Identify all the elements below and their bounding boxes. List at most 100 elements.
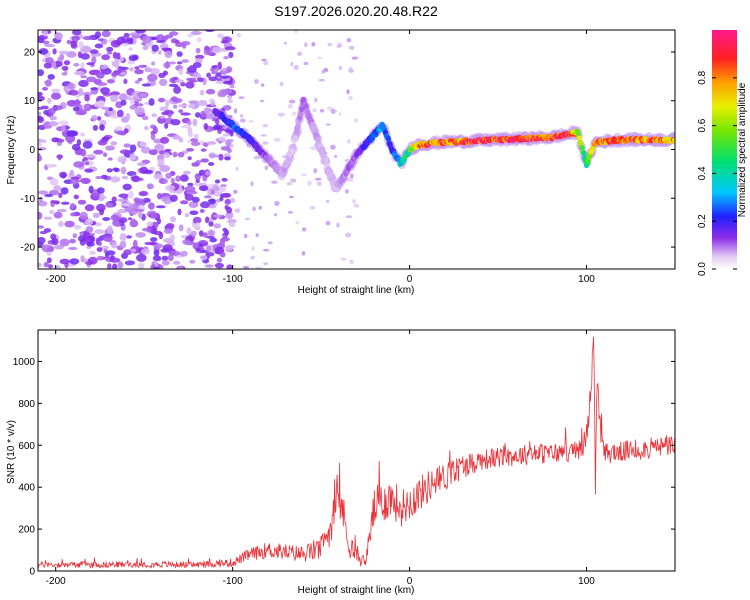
spectrogram-noise-blob [325,199,330,203]
spectrogram-noise-blob [48,121,59,127]
spectrogram-noise-blob [222,105,232,111]
spectrogram-noise-blob [326,106,334,111]
spectrogram-noise-blob [150,68,160,75]
spectrogram-noise-blob [182,239,191,245]
spectrogram-noise-blob [317,56,322,59]
spectrogram-noise-blob [117,65,122,74]
spectrogram-noise-blob [318,78,325,82]
spectrogram-noise-blob [248,120,254,123]
spectrogram-noise-blob [38,91,43,97]
chart-title: S197.2026.020.20.48.R22 [274,3,438,19]
spectrogram-noise-blob [80,61,85,70]
spectrogram-noise-blob [163,152,171,159]
spectrogram-noise-blob [51,88,61,94]
spectrogram-noise-blob [192,72,201,79]
spectrogram-noise-blob [110,114,120,119]
spectrogram-ridge-point [579,145,585,151]
spectrogram-noise-blob [230,197,236,203]
spectrogram-noise-blob [105,250,116,256]
spectrogram-noise-blob [182,43,187,49]
colorbar-label: Normalized spectral amplitude [737,82,748,217]
spectrogram-noise-blob [212,46,222,54]
spectrogram-noise-blob [168,83,179,87]
spectrogram-noise-blob [130,218,136,225]
spectrogram-noise-blob [86,62,95,66]
colorbar-tick-label: 0.8 [697,70,708,84]
spectrogram-noise-blob [80,148,87,157]
spectrogram-noise-blob [165,99,170,108]
spectrogram-noise-blob [151,113,158,118]
spectrogram-noise-blob [177,151,185,158]
spectrogram-noise-blob [345,189,349,194]
spectrogram-noise-blob [301,227,307,232]
spectrogram-noise-blob [106,51,113,55]
spectrogram-noise-blob [208,76,218,82]
spectrogram-noise-blob [138,210,143,219]
spectrogram-noise-blob [188,201,199,209]
spectrogram-noise-blob [134,107,145,115]
spectrogram-noise-blob [150,237,158,242]
spectrogram-xtick-label: -100 [223,274,243,285]
spectrogram-noise-blob [56,208,67,213]
spectrogram-noise-blob [349,45,355,50]
spectrogram-noise-blob [161,255,169,261]
spectrogram-noise-blob [68,246,78,251]
spectrogram-noise-blob [151,44,159,52]
spectrogram-noise-blob [129,98,135,106]
spectrogram-noise-blob [111,72,118,77]
spectrogram-noise-blob [236,32,242,38]
spectrogram-noise-blob [148,98,155,106]
snr-ytick-label: 1000 [13,357,36,368]
spectrogram-ridge-point [291,143,297,150]
spectrogram-noise-blob [100,65,107,70]
spectrogram-noise-blob [170,178,175,184]
spectrogram-noise-blob [263,60,269,66]
spectrogram-noise-blob [38,211,43,220]
spectrogram-noise-blob [86,76,97,83]
spectrogram-noise-blob [73,62,80,67]
spectrogram-noise-blob [118,93,128,101]
spectrogram-noise-blob [69,238,76,244]
colorbar-tick-label: 0.0 [697,262,708,276]
snr-ytick-label: 400 [18,483,35,494]
spectrogram-noise-blob [122,183,132,191]
spectrogram-noise-blob [225,211,234,220]
spectrogram-noise-blob [134,66,140,70]
spectrogram-noise-blob [180,200,189,205]
spectrogram-noise-blob [161,47,172,51]
spectrogram-noise-blob [142,45,149,51]
spectrogram-noise-blob [46,163,58,168]
spectrogram-noise-blob [263,248,270,252]
spectrogram-noise-blob [221,186,227,192]
spectrogram-noise-blob [224,198,232,205]
spectrogram-noise-blob [147,73,158,82]
spectrogram-noise-blob [198,230,204,237]
colorbar-tick-label: 0.4 [697,166,708,180]
spectrogram-noise-blob [38,116,45,123]
spectrogram-noise-blob [128,217,132,221]
spectrogram-noise-blob [65,134,76,143]
spectrogram-noise-blob [102,217,111,221]
spectrogram-noise-blob [255,233,259,238]
snr-xtick-label: 0 [407,576,413,587]
spectrogram-noise-blob [336,44,341,48]
spectrogram-noise-blob [199,89,205,96]
snr-series-line [38,336,675,569]
spectrogram-noise-blob [211,65,218,69]
spectrogram-noise-blob [38,142,42,147]
spectrogram-noise-blob [75,110,87,116]
spectrogram-noise-blob [224,205,229,210]
spectrogram-noise-blob [351,56,359,60]
spectrogram-noise-blob [196,77,204,82]
spectrogram-noise-blob [49,178,59,186]
spectrogram-noise-blob [155,34,165,42]
spectrogram-ytick-label: 10 [24,96,36,107]
spectrogram-noise-blob [153,243,163,249]
spectrogram-noise-blob [129,153,136,161]
spectrogram-ridge-point [292,134,299,141]
spectrogram-noise-blob [157,50,162,55]
spectrogram-noise-blob [289,195,294,199]
spectrogram-noise-blob [164,200,170,205]
spectrogram-ylabel: Frequency (Hz) [6,116,17,185]
spectrogram-noise-blob [264,165,268,171]
